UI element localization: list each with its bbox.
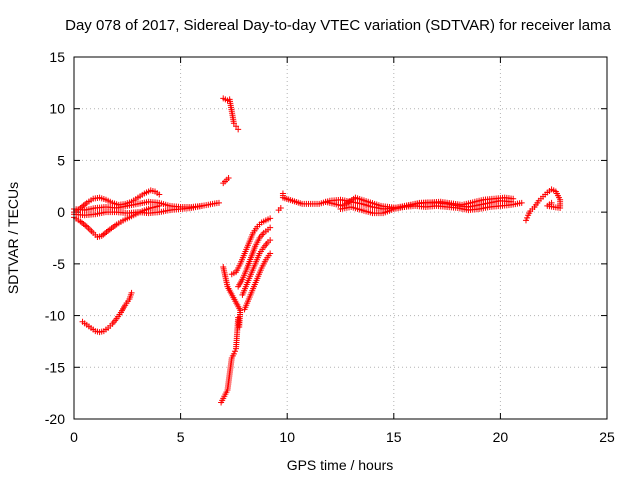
y-tick-label: 15 <box>49 49 65 65</box>
axis-ticks <box>73 56 608 420</box>
data-points <box>71 95 564 406</box>
x-tick-label: 0 <box>70 429 78 445</box>
data-point <box>215 199 222 206</box>
x-tick-labels: 0 5 10 15 20 25 <box>70 429 615 445</box>
x-tick-label: 10 <box>279 429 295 445</box>
data-point <box>225 175 232 182</box>
data-point <box>86 226 93 233</box>
y-axis-label: SDTVAR / TECUs <box>5 182 21 294</box>
y-tick-label: 0 <box>57 204 65 220</box>
data-point <box>198 202 205 209</box>
data-point <box>524 214 531 221</box>
data-point <box>548 199 555 206</box>
data-point <box>267 237 274 244</box>
data-point <box>522 217 529 224</box>
y-tick-label: -15 <box>45 359 65 375</box>
data-point <box>233 123 240 130</box>
x-tick-label: 15 <box>386 429 402 445</box>
data-point <box>88 228 95 235</box>
y-tick-label: 10 <box>49 101 65 117</box>
grid-lines <box>74 57 607 419</box>
data-point <box>128 289 135 296</box>
chart-title: Day 078 of 2017, Sidereal Day-to-day VTE… <box>65 17 611 34</box>
y-tick-label: -10 <box>45 308 65 324</box>
data-point <box>230 350 237 357</box>
data-point <box>235 126 242 133</box>
data-point <box>156 191 163 198</box>
data-point <box>230 120 237 127</box>
y-tick-label: -5 <box>53 256 66 272</box>
x-tick-label: 25 <box>599 429 615 445</box>
y-tick-label: -20 <box>45 411 65 427</box>
data-point <box>267 250 274 257</box>
plot-frame <box>73 56 608 420</box>
data-point <box>85 225 92 232</box>
y-tick-labels: -20 -15 -10 -5 0 5 10 15 <box>45 49 65 427</box>
x-tick-label: 5 <box>177 429 185 445</box>
data-point <box>220 263 227 270</box>
y-tick-label: 5 <box>57 152 65 168</box>
x-tick-label: 20 <box>493 429 509 445</box>
data-point <box>267 215 274 222</box>
data-point <box>231 348 238 355</box>
x-axis-label: GPS time / hours <box>287 457 394 473</box>
data-point <box>518 199 525 206</box>
data-point <box>277 205 284 212</box>
data-point <box>267 224 274 231</box>
data-point <box>510 195 517 202</box>
